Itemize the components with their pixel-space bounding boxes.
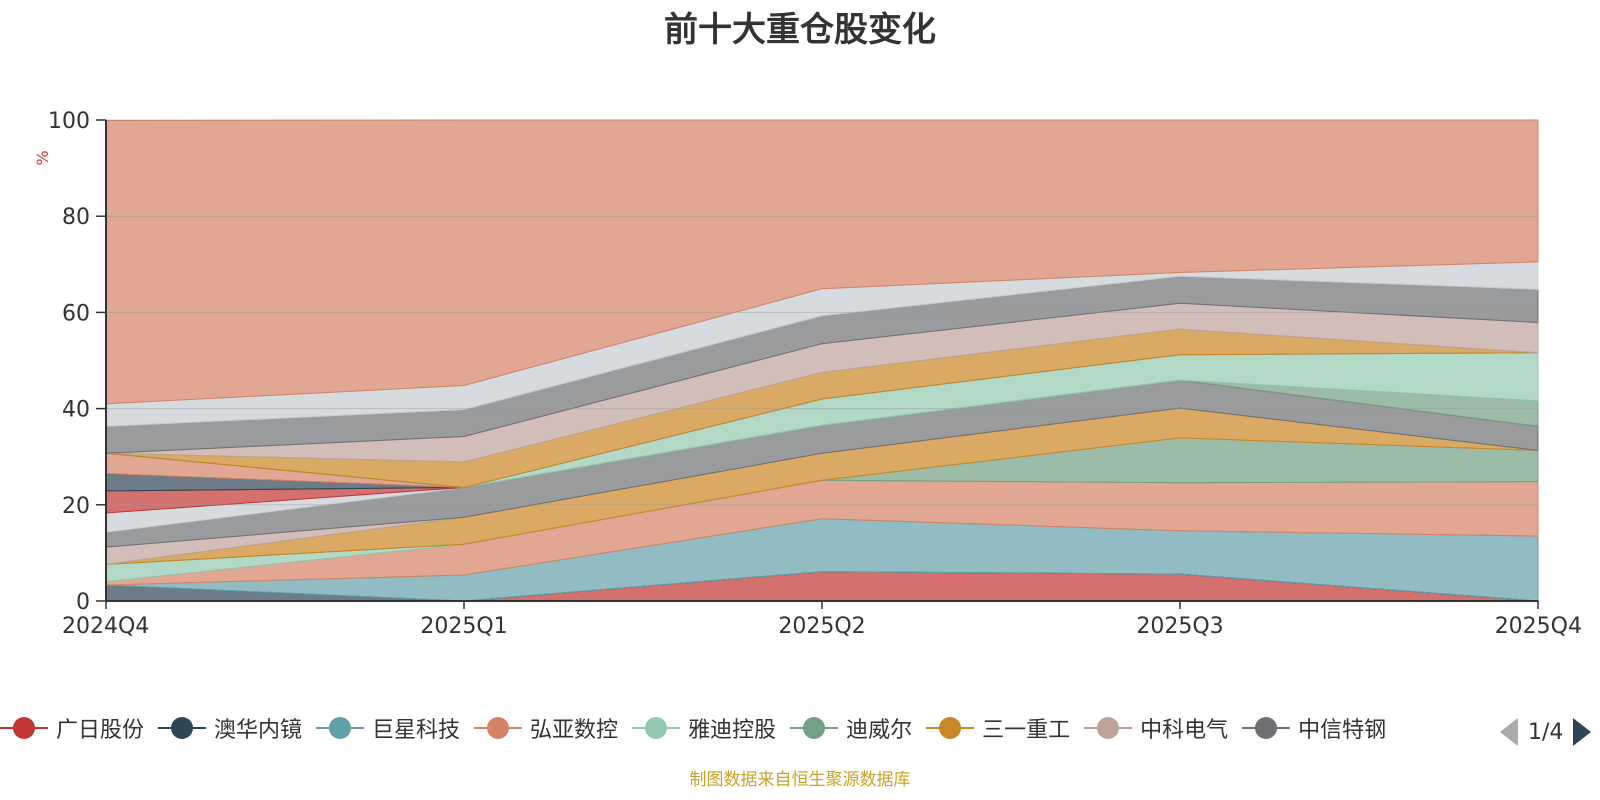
y-axis-label: % — [33, 150, 52, 165]
legend-item[interactable]: 广日股份 — [0, 712, 144, 744]
legend-item[interactable]: 三一重工 — [926, 712, 1070, 744]
legend-item[interactable]: 雅迪控股 — [632, 712, 776, 744]
y-tick-label: 40 — [62, 398, 90, 423]
legend-item[interactable]: 中信特钢 — [1242, 712, 1386, 744]
y-tick-label: 0 — [76, 590, 90, 615]
legend-label: 中信特钢 — [1298, 718, 1387, 743]
chart-title: 前十大重仓股变化 — [664, 10, 936, 50]
legend-item[interactable]: 迪威尔 — [790, 712, 912, 744]
legend-next-arrow-icon[interactable] — [1573, 718, 1592, 746]
y-tick-label: 100 — [48, 109, 90, 134]
legend-label: 中科电气 — [1140, 718, 1229, 743]
legend-label: 雅迪控股 — [688, 718, 777, 743]
legend: 广日股份 澳华内镜 巨星科技 弘亚数控 雅迪控股 迪威尔 三一重工 中科电气 中信特钢 — [0, 712, 1505, 752]
y-tick-label: 80 — [62, 205, 90, 230]
x-tick-label: 2025Q2 — [778, 614, 865, 639]
area-series-20[interactable] — [105, 119, 1539, 405]
legend-marker-icon — [790, 715, 839, 741]
x-tick-label: 2025Q1 — [420, 614, 507, 639]
legend-marker-icon — [316, 715, 365, 741]
x-tick-label: 2024Q4 — [62, 614, 149, 639]
legend-pager: 1/4 — [1500, 712, 1600, 752]
source-note: 制图数据来自恒生聚源数据库 — [689, 770, 911, 790]
legend-marker-icon — [0, 715, 48, 741]
y-tick-labels: 0 20 40 60 80 100 — [48, 109, 90, 615]
x-tick-label: 2025Q4 — [1495, 614, 1582, 639]
legend-marker-icon — [632, 715, 681, 741]
legend-marker-icon — [158, 715, 207, 741]
legend-label: 澳华内镜 — [214, 718, 303, 743]
legend-prev-arrow-icon[interactable] — [1500, 718, 1518, 746]
y-tick-label: 60 — [62, 301, 90, 326]
legend-label: 弘亚数控 — [530, 718, 619, 743]
legend-marker-icon — [1084, 715, 1133, 741]
legend-label: 广日股份 — [56, 718, 145, 743]
legend-item[interactable]: 中科电气 — [1084, 712, 1228, 744]
legend-label: 巨星科技 — [372, 718, 461, 743]
legend-label: 迪威尔 — [846, 718, 913, 743]
legend-label: 三一重工 — [982, 718, 1071, 743]
legend-marker-icon — [1242, 715, 1291, 741]
legend-item[interactable]: 弘亚数控 — [474, 712, 618, 744]
y-tick-label: 20 — [62, 494, 90, 519]
legend-marker-icon — [474, 715, 523, 741]
legend-item[interactable]: 巨星科技 — [316, 712, 460, 744]
x-tick-label: 2025Q3 — [1136, 614, 1223, 639]
legend-item[interactable]: 澳华内镜 — [158, 712, 302, 744]
gridlines — [96, 119, 1538, 602]
legend-marker-icon — [926, 715, 975, 741]
x-tick-labels: 2024Q4 2025Q1 2025Q2 2025Q3 2025Q4 — [62, 601, 1582, 639]
series-areas — [105, 119, 1539, 602]
legend-page-indicator: 1/4 — [1528, 719, 1564, 745]
